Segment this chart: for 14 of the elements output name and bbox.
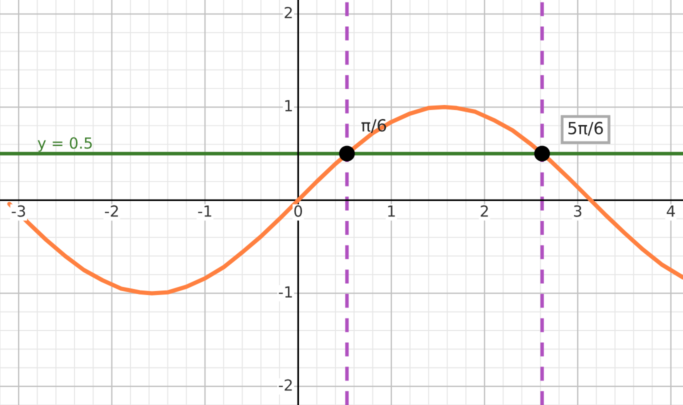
x-tick-label: -2 — [104, 205, 118, 217]
annotation: 5π/6 — [568, 122, 603, 136]
y-tick-label: 1 — [285, 100, 292, 112]
x-tick-label: -1 — [198, 206, 212, 217]
x-tick-label: 1 — [388, 206, 395, 217]
x-tick-label: 2 — [480, 205, 488, 217]
x-tick-label: -3 — [12, 205, 26, 217]
x-tick-label: 3 — [574, 205, 582, 217]
y-tick-label: 2 — [284, 6, 292, 18]
x-tick-label: 0 — [294, 205, 302, 217]
ref-line-label: y = 0.5 — [38, 137, 92, 152]
x-tick-label: 4 — [666, 206, 675, 217]
y-tick-label: -1 — [278, 286, 292, 298]
y-tick-label: -2 — [278, 379, 292, 391]
